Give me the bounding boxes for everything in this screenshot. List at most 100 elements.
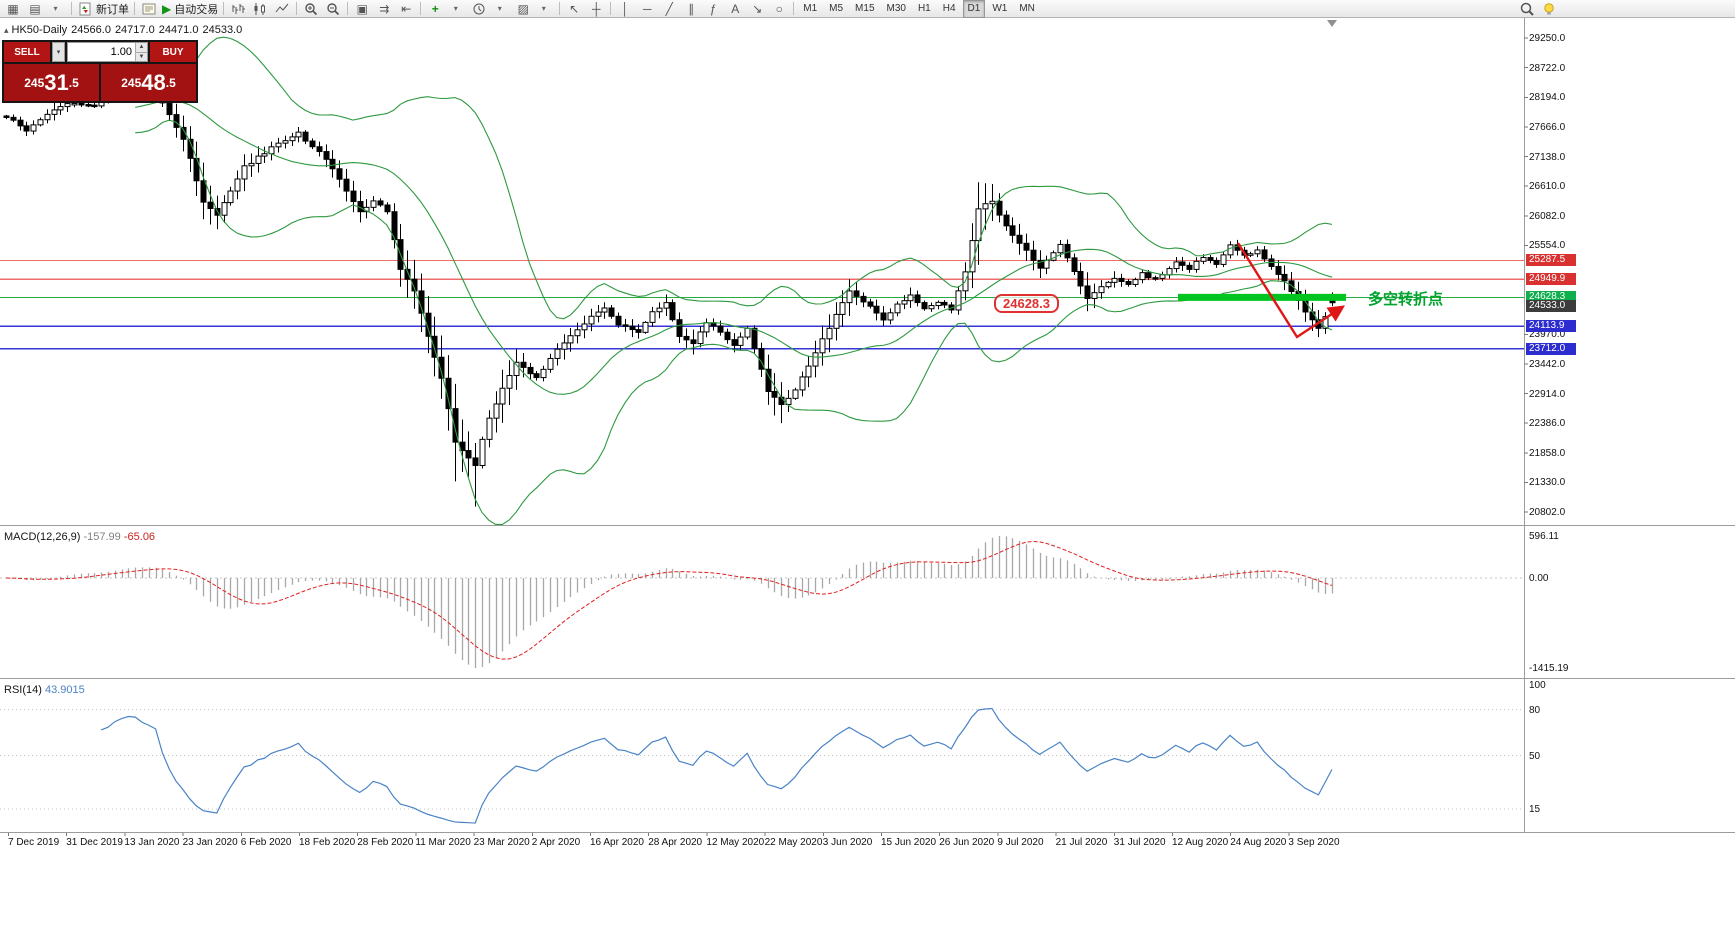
chart-title: ▴ HK50-Daily 24566.0 24717.0 24471.0 24533.0 <box>4 24 246 36</box>
macd-label: MACD(12,26,9) -157.99 -65.06 <box>4 531 155 543</box>
price-annotation-box[interactable]: 24628.3 <box>994 294 1059 313</box>
text-icon[interactable]: A <box>731 1 740 16</box>
macd-scale-label: 596.11 <box>1529 531 1559 542</box>
price-tick-label: 21330.0 <box>1529 477 1566 489</box>
templates-dropdown-icon[interactable]: ▾ <box>541 3 546 13</box>
trendline-icon[interactable]: ╱ <box>665 1 673 16</box>
trend-arrow[interactable] <box>1236 242 1346 339</box>
autotrading-button[interactable]: ▶ 自动交易 <box>162 1 219 16</box>
metaeditor-icon[interactable] <box>138 1 160 17</box>
date-label: 18 Feb 2020 <box>299 837 356 848</box>
price-tick-label: 29250.0 <box>1529 33 1566 44</box>
timeframe-m1[interactable]: M1 <box>803 3 818 14</box>
indicators-icon[interactable]: + <box>431 1 439 16</box>
equidistant-channel-icon[interactable]: ∥ <box>688 1 695 16</box>
profiles-dropdown-icon[interactable]: ▾ <box>53 3 58 13</box>
periods-icon[interactable] <box>468 1 490 17</box>
sell-button[interactable]: SELL <box>4 42 50 62</box>
date-label: 15 Jun 2020 <box>881 837 937 848</box>
price-tick-label: 22914.0 <box>1529 388 1566 400</box>
rsi-scale-label: 100 <box>1529 680 1546 691</box>
date-label: 9 Jul 2020 <box>997 837 1044 848</box>
new-chart-icon[interactable]: ▦ <box>7 1 19 16</box>
templates-icon[interactable]: ▨ <box>517 1 529 16</box>
candles <box>3 81 1336 507</box>
chart-shift-icon[interactable]: ⇤ <box>401 1 412 16</box>
cursor-icon[interactable]: ↖ <box>569 1 580 16</box>
macd-histogram <box>0 536 1524 668</box>
support-zone-bar[interactable] <box>1178 293 1346 301</box>
pane-separators <box>0 18 1735 836</box>
sell-price[interactable]: 245 31.5 <box>4 64 99 101</box>
bar-chart-icon[interactable] <box>227 1 249 17</box>
candlestick-icon[interactable] <box>249 1 271 17</box>
timeframe-h4[interactable]: H4 <box>942 3 956 14</box>
rsi-pane <box>0 709 1524 810</box>
zoom-out-icon[interactable] <box>322 1 344 17</box>
vertical-line-icon[interactable]: │ <box>621 1 629 16</box>
macd-signal-line <box>5 540 1333 660</box>
volume-down-button[interactable]: ▼ <box>135 51 147 61</box>
price-tick-label: 20802.0 <box>1529 507 1566 519</box>
toolbar-separator <box>610 2 612 15</box>
ohlc-open: 24566.0 <box>71 24 111 36</box>
one-click-collapse-icon[interactable]: ▴ <box>4 25 9 35</box>
date-label: 22 May 2020 <box>764 837 823 848</box>
price-tick-label: 26082.0 <box>1529 210 1566 222</box>
turning-point-note[interactable]: 多空转折点 <box>1368 291 1444 308</box>
macd-scale-label: -1415.19 <box>1529 663 1569 674</box>
rsi-scale-label: 50 <box>1529 750 1541 762</box>
volume-dropdown-button[interactable]: ▾ <box>52 42 65 62</box>
price-tick-label: 26610.0 <box>1529 181 1566 193</box>
ohlc-high: 24717.0 <box>114 24 155 36</box>
volume-input[interactable] <box>68 43 135 61</box>
search-icon[interactable] <box>1516 1 1538 17</box>
price-tick-label: 23442.0 <box>1529 358 1566 370</box>
timeframe-h1[interactable]: H1 <box>917 3 931 14</box>
indicators-dropdown-icon[interactable]: ▾ <box>453 3 458 13</box>
crosshair-icon[interactable]: ┼ <box>591 1 601 16</box>
date-label: 2 Apr 2020 <box>531 837 581 848</box>
periods-dropdown-icon[interactable]: ▾ <box>497 3 502 13</box>
auto-scroll-icon[interactable]: ⇉ <box>379 1 390 16</box>
toolbar-groups: ▦ ▤ ▾ 新订单 ▶ 自动交易 ▣ ⇉ ⇤ + ▾ ▾ ▨ ▾ ↖ ┼ │ ─ ╱ ∥ ƒ A ↘ ○ M1 M5 M15 M30 H… <box>2 0 1041 18</box>
ohlc-close: 24533.0 <box>202 24 243 36</box>
fibonacci-icon[interactable]: ƒ <box>709 1 717 16</box>
profiles-icon[interactable]: ▤ <box>29 1 41 16</box>
current-price-badge: 24533.0 <box>1526 299 1576 312</box>
timeframe-m15[interactable]: M15 <box>855 3 875 14</box>
buy-price-prefix: 245 <box>121 75 142 90</box>
tile-windows-icon[interactable]: ▣ <box>356 1 368 16</box>
buy-price[interactable]: 245 48.5 <box>101 64 196 101</box>
price-tick-label: 25554.0 <box>1529 240 1566 252</box>
line-chart-icon[interactable] <box>271 1 293 17</box>
buy-button[interactable]: BUY <box>150 42 196 62</box>
timeframe-mn[interactable]: MN <box>1019 3 1035 14</box>
rsi-name: RSI(14) <box>4 684 42 696</box>
toolbar-separator <box>559 2 561 15</box>
zoom-in-icon[interactable] <box>300 1 322 17</box>
rsi-value: 43.9015 <box>44 684 85 696</box>
bollinger-bands <box>135 36 1333 525</box>
toolbar-separator <box>420 2 422 15</box>
sell-price-suffix: .5 <box>68 75 79 90</box>
new-order-button[interactable]: 新订单 <box>75 1 131 17</box>
horizontal-line-icon[interactable]: ─ <box>642 1 652 16</box>
chart-shift-marker[interactable] <box>1327 20 1337 27</box>
timeframe-d1[interactable]: D1 <box>962 0 986 18</box>
arrow-tool-icon[interactable]: ↘ <box>752 1 763 16</box>
macd-name: MACD(12,26,9) <box>4 531 81 543</box>
volume-up-button[interactable]: ▲ <box>135 43 147 52</box>
date-label: 23 Mar 2020 <box>473 837 530 848</box>
price-tick-label: 27666.0 <box>1529 121 1566 133</box>
timeframe-m30[interactable]: M30 <box>886 3 906 14</box>
date-label: 28 Apr 2020 <box>648 837 703 848</box>
timeframe-w1[interactable]: W1 <box>992 3 1008 14</box>
ideas-icon[interactable] <box>1538 1 1560 17</box>
timeframe-m5[interactable]: M5 <box>829 3 844 14</box>
price-tick-label: 21858.0 <box>1529 447 1566 459</box>
shapes-icon[interactable]: ○ <box>775 1 783 16</box>
date-label: 11 Mar 2020 <box>415 837 471 848</box>
